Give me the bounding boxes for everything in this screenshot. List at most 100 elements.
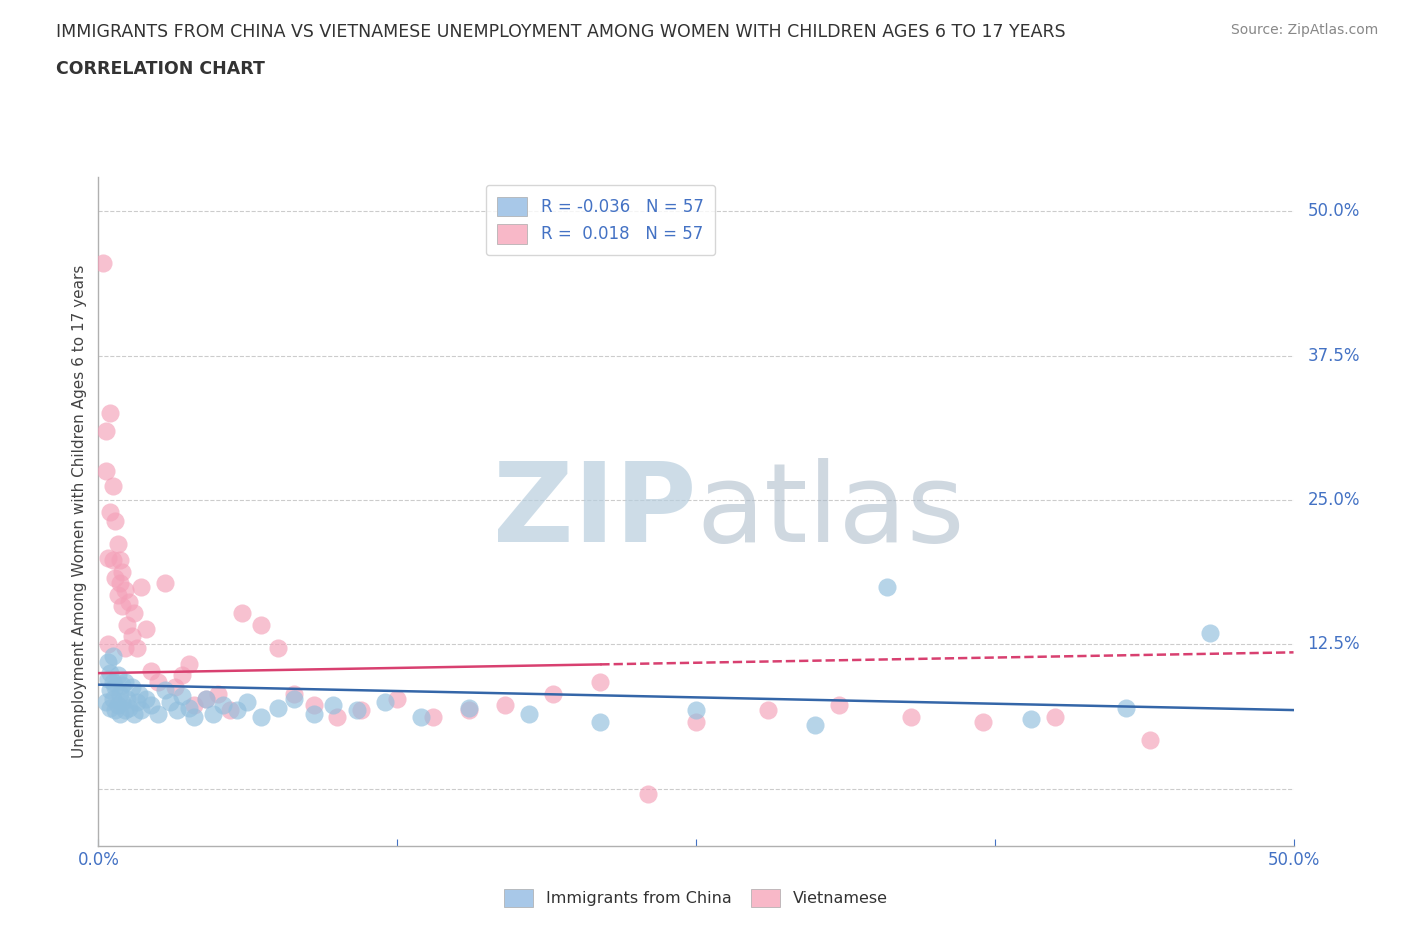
Point [385,691,409,706]
Point [207,686,229,701]
Point [125,695,148,710]
Point [589,675,612,690]
Point [250,710,273,724]
Point [114,675,136,690]
Point [250,618,273,632]
Point [94,464,117,479]
Point [97,637,120,652]
Point [589,714,612,729]
Text: atlas: atlas [696,458,965,565]
Point [118,700,141,715]
Point [1198,625,1220,640]
Point [107,668,129,683]
Y-axis label: Unemployment Among Women with Children Ages 6 to 17 years: Unemployment Among Women with Children A… [72,265,87,758]
Point [235,695,257,710]
Point [139,663,162,678]
Text: 50.0%: 50.0% [1308,203,1360,220]
Point [108,686,131,701]
Point [194,691,217,706]
Point [97,551,120,565]
Point [98,504,122,519]
Point [163,680,186,695]
Point [98,666,122,681]
Point [179,700,201,715]
Point [267,640,290,655]
Point [135,691,157,706]
Point [139,698,162,713]
Text: IMMIGRANTS FROM CHINA VS VIETNAMESE UNEMPLOYMENT AMONG WOMEN WITH CHILDREN AGES : IMMIGRANTS FROM CHINA VS VIETNAMESE UNEM… [56,23,1066,41]
Point [166,703,188,718]
Point [302,706,325,721]
Point [411,710,433,724]
Point [94,423,117,438]
Point [101,479,124,494]
Point [326,710,349,724]
Point [104,703,127,718]
Point [98,405,122,420]
Point [458,703,481,718]
Point [98,683,122,698]
Point [107,537,129,551]
Point [876,579,898,594]
Text: 25.0%: 25.0% [1308,491,1360,509]
Point [804,718,827,733]
Point [302,698,325,713]
Point [900,710,922,724]
Point [1115,700,1137,715]
Point [422,710,444,724]
Point [135,622,157,637]
Point [115,618,138,632]
Point [202,706,225,721]
Point [267,700,290,715]
Point [194,691,217,706]
Point [98,700,122,715]
Point [128,686,150,701]
Point [458,700,481,715]
Point [124,605,146,620]
Point [115,691,138,706]
Point [114,703,136,718]
Point [97,654,120,669]
Point [121,680,143,695]
Point [1019,711,1042,726]
Point [111,599,134,614]
Point [159,695,181,710]
Point [219,703,242,718]
Point [111,565,134,579]
Point [107,587,129,602]
Point [104,571,127,586]
Legend: Immigrants from China, Vietnamese: Immigrants from China, Vietnamese [496,881,896,915]
Point [346,703,368,718]
Point [211,698,233,713]
Text: 12.5%: 12.5% [1308,635,1360,653]
Point [101,648,124,663]
Point [172,668,194,683]
Point [494,698,516,713]
Point [125,640,148,655]
Point [183,710,205,724]
Point [155,683,177,698]
Point [148,675,170,690]
Point [283,691,305,706]
Point [101,691,124,706]
Point [374,695,396,710]
Point [131,579,153,594]
Point [104,680,127,695]
Point [108,706,131,721]
Point [1043,710,1066,724]
Point [91,256,114,271]
Point [828,698,851,713]
Point [104,513,127,528]
Point [111,695,134,710]
Point [131,703,153,718]
Point [114,582,136,597]
Point [124,706,146,721]
Point [226,703,249,718]
Point [94,695,117,710]
Point [231,605,253,620]
Point [517,706,540,721]
Point [101,675,124,690]
Text: Source: ZipAtlas.com: Source: ZipAtlas.com [1230,23,1378,37]
Text: ZIP: ZIP [492,458,696,565]
Point [322,698,344,713]
